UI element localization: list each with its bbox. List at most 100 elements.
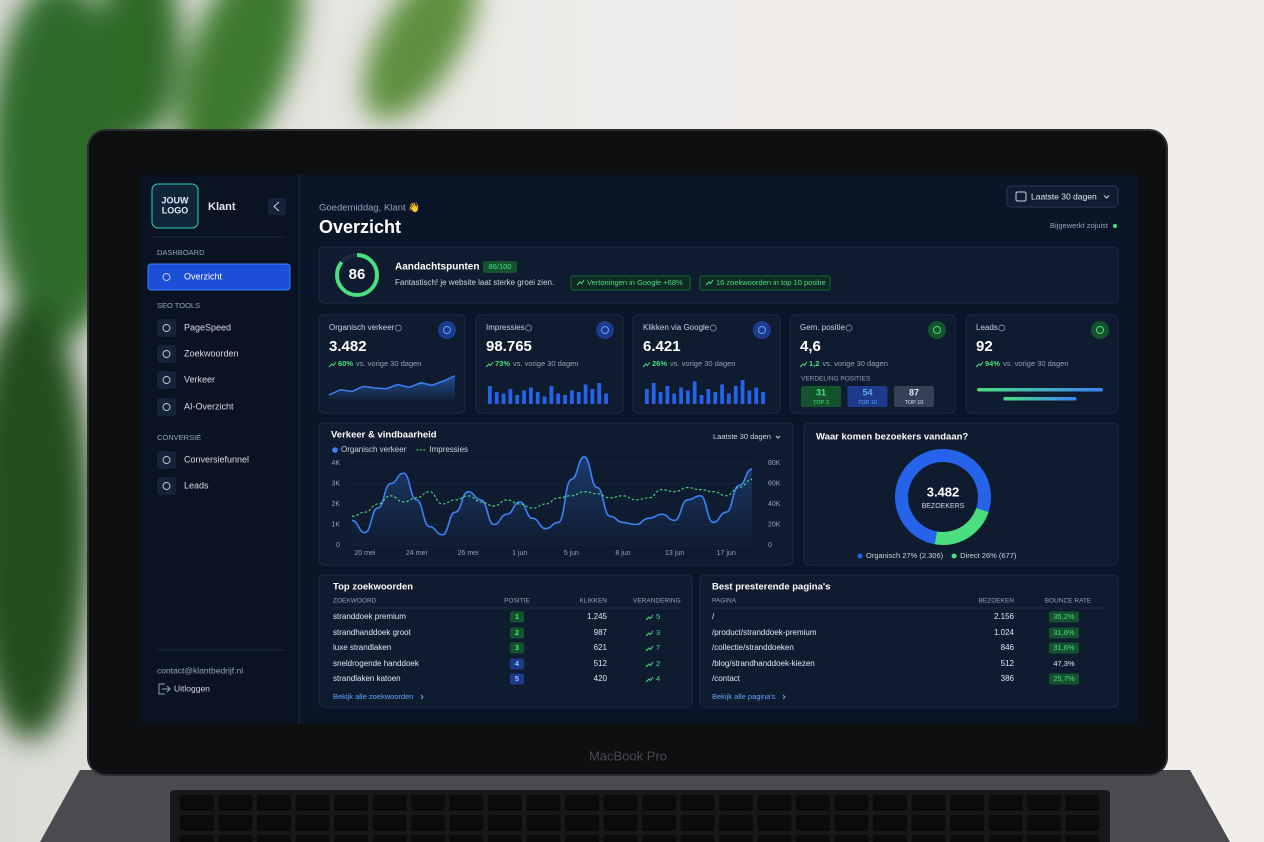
- key: [719, 835, 753, 842]
- key: [642, 835, 676, 842]
- key: [372, 815, 407, 831]
- nav-icon: [162, 273, 171, 281]
- bounce-badge: [1049, 642, 1079, 654]
- visits: 1.024: [994, 628, 1015, 637]
- nav-icon-box: [157, 398, 176, 416]
- calendar-icon: [1015, 191, 1027, 202]
- visits: 512: [1001, 659, 1015, 668]
- chip-text: 16 zoekwoorden in top 10 positie: [716, 278, 826, 287]
- key: [1065, 795, 1100, 811]
- key: [180, 815, 214, 831]
- y-tick-label: 4K: [331, 460, 340, 467]
- spark-bar: [679, 387, 683, 404]
- spark-bar: [720, 384, 724, 404]
- series-area: [352, 456, 752, 545]
- key: [796, 795, 830, 811]
- chart-title: Verkeer & vindbaarheid: [331, 430, 437, 441]
- spark-bar: [522, 390, 526, 404]
- spark-bar: [488, 386, 492, 404]
- spark-bar: [713, 392, 718, 404]
- spark-bar: [658, 392, 663, 404]
- key: [449, 815, 484, 831]
- clicks: 621: [594, 643, 608, 652]
- bounce-badge: [1049, 611, 1079, 623]
- nav-icon-box: [157, 451, 176, 469]
- y-tick-label: 40K: [768, 501, 781, 508]
- key: [334, 815, 368, 831]
- table-link[interactable]: Bekijk alle zoekwoorden: [333, 692, 413, 701]
- logout[interactable]: Uitloggen: [174, 683, 210, 693]
- kpi-icon: [596, 321, 614, 339]
- logout-icon: [158, 683, 171, 695]
- distribution-box: [894, 386, 934, 407]
- key: [372, 835, 407, 842]
- position: 5: [515, 674, 519, 683]
- bounce-badge: [1049, 673, 1079, 685]
- nav-icon: [162, 482, 171, 490]
- distribution-value: 54: [862, 387, 872, 397]
- chart-card: [803, 422, 1119, 566]
- legend-label: Organisch verkeer: [341, 445, 407, 454]
- nav-item[interactable]: PageSpeed: [184, 322, 231, 332]
- key: [295, 815, 330, 831]
- clicks: 987: [594, 628, 608, 637]
- spark-bar: [494, 392, 499, 404]
- range-select[interactable]: Laatste 30 dagen: [713, 432, 771, 441]
- nav-item[interactable]: Verkeer: [184, 374, 215, 384]
- spark-bar: [699, 395, 704, 404]
- nav-item[interactable]: Zoekwoorden: [184, 348, 239, 358]
- legend-swatch: [332, 447, 338, 453]
- nav-item[interactable]: Conversiefunnel: [184, 454, 249, 464]
- kpi-change: 94%: [985, 359, 1000, 368]
- y-tick-label: 0: [336, 542, 340, 549]
- keyword: stranddoek premium: [333, 612, 406, 621]
- nav-item[interactable]: Leads: [184, 480, 209, 490]
- donut-segment: [934, 507, 989, 545]
- key: [334, 835, 368, 842]
- date-button[interactable]: [1006, 185, 1119, 208]
- spark-bar: [754, 387, 759, 404]
- key: [526, 835, 561, 842]
- key: [757, 835, 792, 842]
- nav-item[interactable]: Overzicht: [184, 271, 223, 281]
- key: [218, 815, 253, 831]
- trend-icon: [799, 361, 808, 368]
- collapse-button[interactable]: [268, 198, 286, 215]
- kpi-title: Organisch verkeer: [329, 323, 395, 332]
- spark-bar: [597, 383, 602, 404]
- spark-area: [329, 375, 455, 402]
- key: [565, 835, 599, 842]
- bounce-badge: [1049, 627, 1079, 639]
- key: [911, 795, 946, 811]
- key: [1027, 835, 1061, 842]
- key: [680, 815, 715, 831]
- page-path: /collectie/stranddoeken: [712, 643, 794, 652]
- key: [680, 795, 715, 811]
- y-tick-label: 3K: [331, 480, 340, 487]
- spark-bar: [508, 389, 513, 404]
- table-link[interactable]: Bekijk alle pagina's: [712, 692, 776, 701]
- y-tick-label: 1K: [331, 521, 340, 528]
- kpi-icon-glyph: [1096, 326, 1104, 334]
- key: [257, 795, 291, 811]
- chip: [570, 275, 691, 291]
- spark-bar: [747, 390, 752, 404]
- key: [180, 795, 214, 811]
- key: [988, 795, 1023, 811]
- key: [642, 815, 676, 831]
- bounce-rate: 47,3%: [1053, 659, 1075, 668]
- kpi-icon: [928, 321, 946, 339]
- page-path: /product/stranddoek-premium: [712, 628, 817, 637]
- legend-label: Organisch 27% (2.306): [866, 551, 944, 560]
- nav-icon: [162, 376, 171, 384]
- spark-line: [328, 375, 456, 396]
- nav-item[interactable]: AI-Overzicht: [184, 401, 234, 411]
- column-header: ZOEKWOORD: [333, 598, 377, 605]
- spark-bar: [501, 393, 506, 404]
- page-path: /contact: [712, 674, 741, 683]
- key: [449, 795, 484, 811]
- bounce-rate: 31,6%: [1053, 628, 1075, 637]
- logo-text: JOUW: [162, 195, 190, 205]
- keyword: strandhanddoek groot: [333, 628, 412, 637]
- key: [796, 835, 830, 842]
